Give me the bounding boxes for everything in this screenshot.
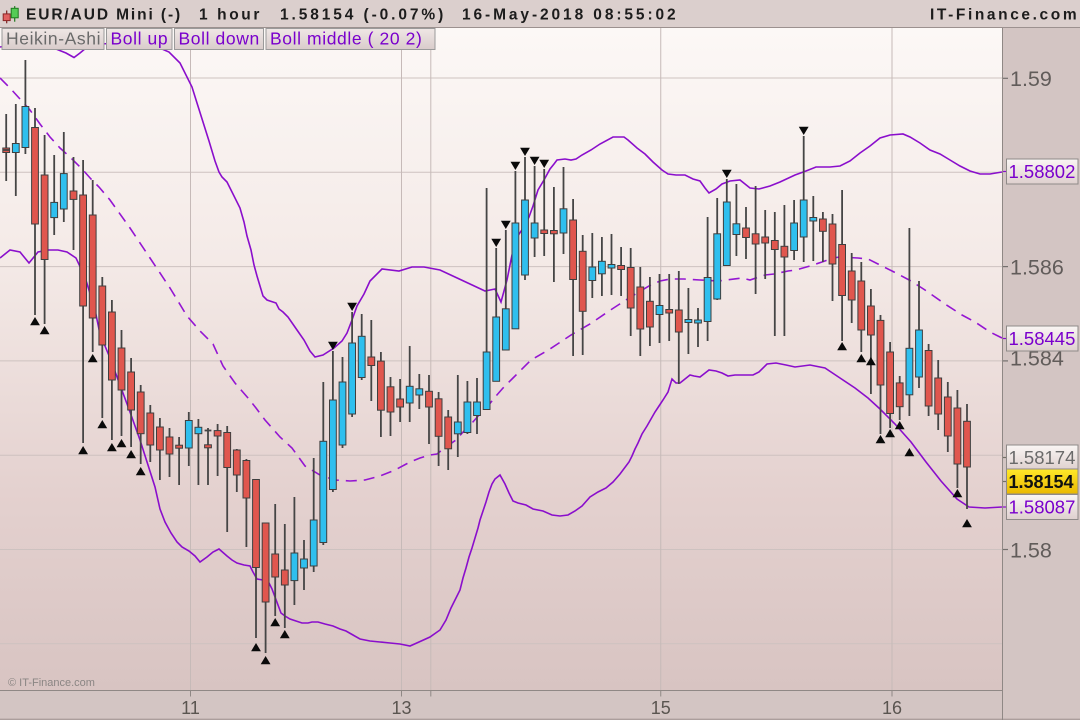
svg-text:1.59: 1.59 (1010, 67, 1052, 91)
svg-text:13: 13 (391, 698, 411, 718)
svg-text:EUR/AUD Mini (-): EUR/AUD Mini (-) (26, 7, 182, 24)
svg-text:1.58154 (-0.07%): 1.58154 (-0.07%) (280, 7, 446, 24)
svg-text:16-May-2018 08:55:02: 16-May-2018 08:55:02 (462, 7, 679, 24)
svg-text:1.58154: 1.58154 (1009, 472, 1074, 492)
svg-text:15: 15 (651, 698, 671, 718)
svg-text:1.58087: 1.58087 (1009, 497, 1076, 518)
svg-text:Boll up: Boll up (111, 29, 169, 49)
svg-text:1 hour: 1 hour (199, 7, 262, 24)
svg-text:© IT-Finance.com: © IT-Finance.com (8, 677, 95, 689)
svg-text:Heikin-Ashi: Heikin-Ashi (6, 29, 101, 49)
svg-text:1.58: 1.58 (1010, 538, 1052, 562)
svg-text:1.58445: 1.58445 (1009, 328, 1076, 349)
svg-text:Boll middle ( 20 2): Boll middle ( 20 2) (270, 29, 422, 49)
svg-text:1.58802: 1.58802 (1009, 161, 1076, 182)
svg-text:IT-Finance.com: IT-Finance.com (930, 7, 1079, 24)
svg-text:Boll down: Boll down (179, 29, 260, 49)
svg-text:11: 11 (181, 698, 200, 718)
svg-text:1.58174: 1.58174 (1009, 447, 1076, 468)
svg-text:16: 16 (882, 698, 902, 718)
svg-text:1.586: 1.586 (1010, 255, 1064, 279)
